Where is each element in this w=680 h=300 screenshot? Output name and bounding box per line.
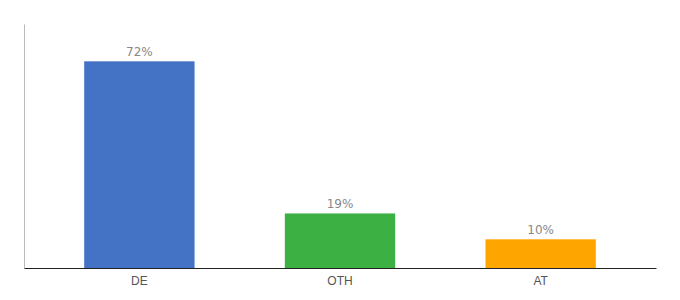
chart-svg: DE OTH AT 72% 19% 10% (0, 0, 680, 300)
x-tick-label: DE (131, 274, 148, 288)
x-tick: DE (131, 268, 148, 288)
plot-area: DE OTH AT 72% 19% 10% (25, 25, 657, 289)
data-label: 72% (126, 45, 153, 59)
x-tick-label: AT (533, 274, 548, 288)
x-tick: OTH (327, 268, 352, 288)
data-label: 10% (527, 223, 554, 237)
bar (485, 239, 595, 268)
x-tick-label: OTH (327, 274, 352, 288)
y-axis-line (24, 25, 25, 269)
data-labels: 72% 19% 10% (126, 45, 554, 237)
x-axis: DE OTH AT (25, 268, 657, 288)
data-label: 19% (327, 197, 354, 211)
bar (84, 61, 194, 268)
y-axis (24, 25, 25, 269)
bar (285, 213, 395, 268)
bars (84, 61, 596, 268)
chart-container: DE OTH AT 72% 19% 10% (0, 0, 680, 300)
x-tick: AT (533, 268, 548, 288)
x-axis-line (25, 268, 657, 269)
